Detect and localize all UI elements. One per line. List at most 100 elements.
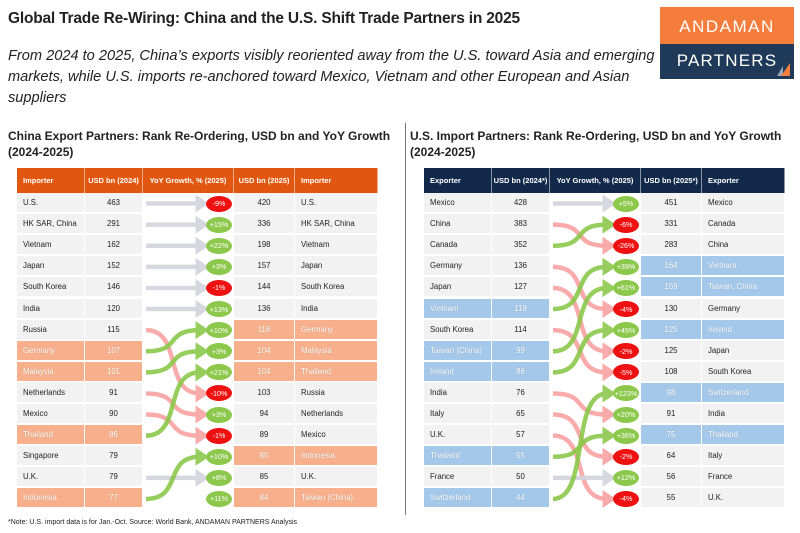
andaman-partners-logo: ANDAMAN PARTNERS [660,7,794,79]
usd-value-cell: 79 [85,467,142,488]
china-export-table: Importer USD bn (2024) YoY Growth, % (2025… [17,168,378,510]
usd-value-cell: 120 [85,298,142,319]
table-row: Netherlands 91 103 Russia [17,382,378,404]
partner-name-cell: Canada [702,214,784,235]
partner-name-cell: Mexico [424,193,491,214]
table-row: Italy 65 91 India [424,404,785,425]
us-import-table: Exporter USD bn (2024*) YoY Growth, % (202… [424,168,785,510]
column-header: USD bn (2024*) [492,168,550,193]
usd-value-cell: 114 [492,319,549,340]
usd-value-cell: 84 [234,488,294,509]
column-header: Exporter [424,168,492,193]
partner-name-cell: South Korea [424,319,491,340]
partner-name-cell: U.K. [295,467,377,488]
partner-name-cell: Thailand [295,361,377,382]
usd-value-cell: 98 [641,382,701,403]
usd-value-cell: 50 [492,467,549,488]
usd-value-cell: 463 [85,193,142,214]
partner-name-cell: Canada [424,235,491,256]
yoy-growth-badge: -6% [613,216,639,233]
partner-name-cell: Netherlands [295,404,377,425]
usd-value-cell: 157 [234,256,294,277]
yoy-growth-badge: +45% [613,322,639,339]
usd-value-cell: 44 [492,488,549,509]
partner-name-cell: Vietnam [17,235,84,256]
partner-name-cell: Indonesia [295,446,377,467]
page-subtitle: From 2024 to 2025, China’s exports visib… [8,48,655,106]
column-header: USD bn (2024) [85,168,143,193]
usd-value-cell: 159 [641,277,701,298]
table-row: Canada 352 283 China [424,235,785,256]
column-header: USD bn (2025*) [641,168,702,193]
partner-name-cell: Russia [17,319,84,340]
partner-name-cell: U.S. [17,193,84,214]
usd-value-cell: 162 [85,235,142,256]
usd-value-cell: 99 [492,340,549,361]
usd-value-cell: 79 [85,446,142,467]
yoy-growth-badge: -2% [613,343,639,360]
table-row: Vietnam 118 130 Germany [424,298,785,320]
usd-value-cell: 331 [641,214,701,235]
usd-value-cell: 164 [641,256,701,277]
column-header: Exporter [702,168,785,193]
usd-value-cell: 144 [234,277,294,298]
usd-value-cell: 104 [234,361,294,382]
column-header: Importer [295,168,378,193]
table-row: Thailand 86 89 Mexico [17,425,378,446]
partner-name-cell: Netherlands [17,382,84,403]
table-row: Taiwan (China) 99 125 Japan [424,340,785,362]
table-row: Germany 136 164 Vietnam [424,256,785,277]
usd-value-cell: 77 [85,488,142,509]
yoy-growth-badge: +15% [206,216,232,233]
partner-name-cell: Japan [295,256,377,277]
usd-value-cell: 91 [85,382,142,403]
usd-value-cell: 198 [234,235,294,256]
table-row: India 76 98 Switzerland [424,382,785,404]
partner-name-cell: Vietnam [424,298,491,319]
yoy-growth-badge: -4% [613,301,639,317]
table-row: U.S. 463 420 U.S. [17,193,378,214]
partner-name-cell: Germany [424,256,491,277]
usd-value-cell: 152 [85,256,142,277]
table-row: U.K. 57 75 Thailand [424,425,785,446]
partner-name-cell: Russia [295,382,377,403]
usd-value-cell: 56 [641,467,701,488]
column-header: USD bn (2025) [234,168,295,193]
partner-name-cell: Thailand [17,425,84,446]
table-row: HK SAR, China 291 336 HK SAR, China [17,214,378,235]
table-row: India 120 136 India [17,298,378,320]
partner-name-cell: Mexico [17,404,84,425]
partner-name-cell: Ireland [424,361,491,382]
yoy-growth-badge: +3% [206,258,232,275]
yoy-growth-badge: +36% [613,427,639,444]
partner-name-cell: U.K. [702,488,784,509]
yoy-growth-badge: +3% [206,406,232,423]
yoy-growth-badge: +8% [206,469,232,486]
logo-bottom: PARTNERS [660,44,794,79]
yoy-growth-badge: +123% [613,385,639,402]
yoy-growth-badge: -2% [613,448,639,465]
yoy-growth-badge: +10% [206,322,232,339]
usd-value-cell: 451 [641,193,701,214]
table-row: South Korea 146 144 South Korea [17,277,378,298]
partner-name-cell: Vietnam [295,235,377,256]
partner-name-cell: Taiwan (China) [424,340,491,361]
usd-value-cell: 118 [234,319,294,340]
partner-name-cell: Italy [424,404,491,425]
yoy-growth-badge: -4% [613,490,639,507]
usd-value-cell: 90 [85,404,142,425]
table-row: China 383 331 Canada [424,214,785,235]
partner-name-cell: South Korea [702,361,784,382]
yoy-growth-badge: +5% [613,195,639,212]
usd-value-cell: 64 [641,446,701,467]
yoy-growth-badge: -1% [206,279,232,296]
footnote: *Note: U.S. import data is for Jan.-Oct.… [8,519,298,526]
usd-value-cell: 146 [85,277,142,298]
table-header: Importer USD bn (2024) YoY Growth, % (2025… [17,168,378,193]
partner-name-cell: China [424,214,491,235]
usd-value-cell: 125 [641,340,701,361]
partner-name-cell: France [424,467,491,488]
yoy-growth-badge: +20% [613,406,639,423]
divider [405,123,406,515]
usd-value-cell: 130 [641,298,701,319]
